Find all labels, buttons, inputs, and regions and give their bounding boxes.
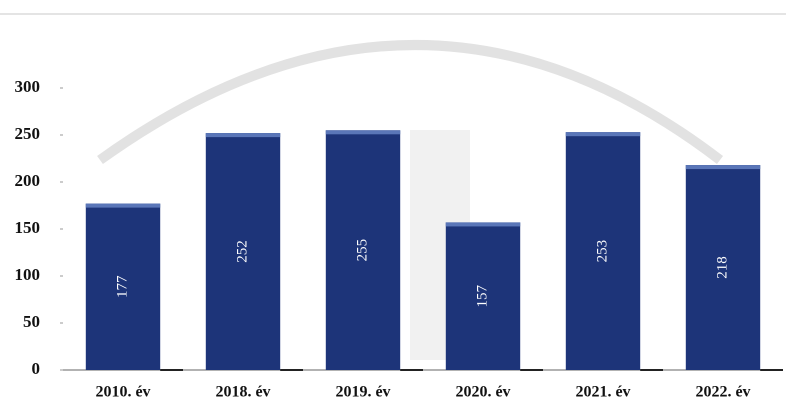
data-label: 177	[114, 275, 130, 298]
data-label: 253	[594, 240, 610, 263]
x-tick-label: 2021. év	[575, 384, 630, 401]
x-tick-label: 2010. év	[95, 384, 150, 401]
bar	[565, 132, 641, 370]
y-tick-label: 250	[15, 124, 41, 143]
data-label: 157	[474, 284, 490, 307]
y-tick-label: 50	[23, 312, 40, 331]
y-tick-label: 0	[32, 359, 41, 378]
background-arc	[97, 40, 724, 165]
bar-highlight	[325, 130, 401, 135]
y-tick-label: 150	[15, 218, 41, 237]
bar-highlight	[445, 222, 521, 227]
y-tick-label: 300	[15, 77, 41, 96]
bar-highlight	[565, 132, 641, 137]
data-label: 255	[354, 239, 370, 262]
x-tick-label: 2022. év	[695, 384, 750, 401]
x-tick-label: 2019. év	[335, 384, 390, 401]
bar	[325, 130, 401, 370]
bar-highlight	[205, 133, 281, 138]
bar	[685, 165, 761, 370]
x-tick-label: 2020. év	[455, 384, 510, 401]
x-tick-label: 2018. év	[215, 384, 270, 401]
data-label: 218	[714, 256, 730, 279]
bar	[445, 222, 521, 370]
y-tick-label: 200	[15, 171, 41, 190]
y-tick-label: 100	[15, 265, 41, 284]
bar-highlight	[685, 165, 761, 170]
bar-highlight	[85, 203, 161, 208]
data-label: 252	[234, 240, 250, 263]
bar	[85, 203, 161, 370]
bar	[205, 133, 281, 370]
